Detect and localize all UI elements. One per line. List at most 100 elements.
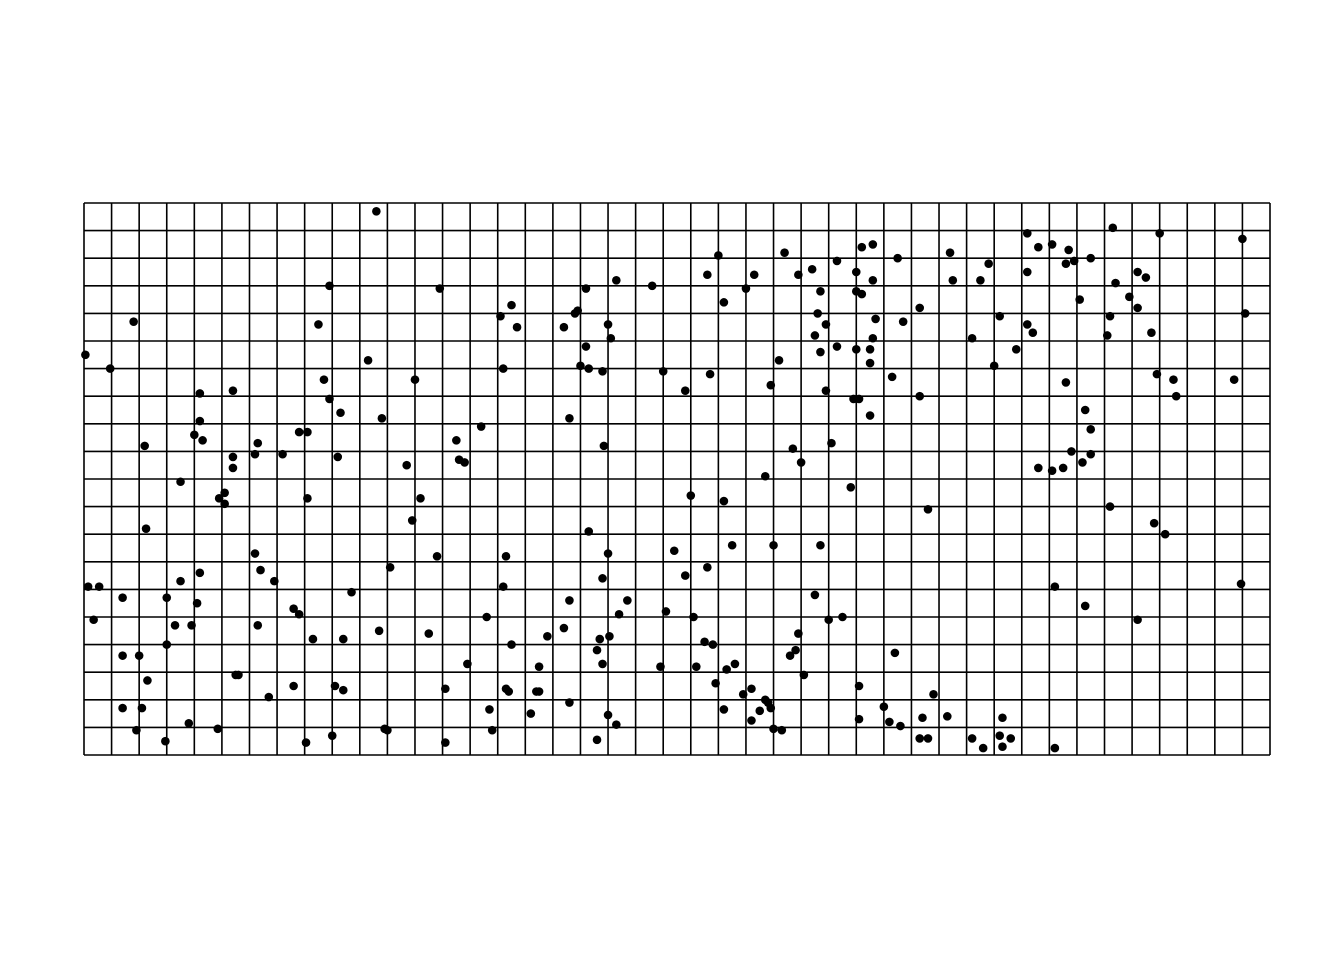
data-point xyxy=(851,267,861,277)
data-point xyxy=(915,303,925,313)
data-point xyxy=(278,449,287,459)
data-point xyxy=(1078,458,1087,467)
data-point xyxy=(1006,734,1016,743)
data-point xyxy=(176,576,185,586)
data-point xyxy=(788,444,798,453)
data-point xyxy=(441,684,450,694)
data-point xyxy=(1022,267,1032,277)
data-point xyxy=(945,248,955,257)
data-point xyxy=(424,629,434,638)
data-point xyxy=(1022,320,1032,329)
data-point xyxy=(838,612,847,622)
data-point xyxy=(766,380,776,390)
data-point xyxy=(816,287,825,296)
data-point xyxy=(228,386,238,395)
data-point xyxy=(1086,253,1096,263)
data-point xyxy=(774,356,784,365)
data-point xyxy=(995,311,1005,321)
data-point xyxy=(948,275,958,285)
data-point xyxy=(747,684,756,694)
data-point xyxy=(1064,245,1073,255)
data-point xyxy=(763,698,773,707)
data-point xyxy=(1133,267,1142,277)
data-point xyxy=(807,264,817,274)
data-point xyxy=(565,413,574,423)
data-point xyxy=(592,645,602,655)
data-point xyxy=(270,576,279,586)
data-point xyxy=(1061,259,1071,269)
data-point xyxy=(871,314,880,324)
data-point xyxy=(498,364,508,373)
data-point xyxy=(1105,502,1115,511)
data-point xyxy=(680,571,690,580)
data-point xyxy=(995,731,1005,740)
data-point xyxy=(118,593,127,602)
data-point xyxy=(898,317,908,326)
data-point xyxy=(565,596,574,605)
data-point xyxy=(824,615,833,625)
data-point xyxy=(915,391,925,401)
data-point xyxy=(338,685,348,695)
data-point xyxy=(796,458,806,467)
data-point xyxy=(1240,309,1250,318)
data-point xyxy=(780,248,789,257)
data-point xyxy=(1238,234,1247,244)
data-point xyxy=(1133,615,1142,625)
data-point xyxy=(703,270,712,280)
data-point xyxy=(498,582,508,591)
data-point xyxy=(865,344,875,354)
data-point xyxy=(1050,582,1060,591)
data-point xyxy=(347,587,356,597)
data-point xyxy=(416,494,425,503)
data-point xyxy=(289,681,298,691)
data-point xyxy=(250,549,260,558)
data-point xyxy=(769,724,778,734)
data-point xyxy=(81,350,90,360)
data-point xyxy=(336,408,345,418)
grid xyxy=(83,202,1271,756)
data-point xyxy=(714,251,723,260)
data-point xyxy=(504,687,514,696)
data-point xyxy=(827,438,836,448)
data-point xyxy=(692,662,701,671)
data-point xyxy=(534,662,544,671)
data-point xyxy=(184,718,194,728)
data-point xyxy=(727,540,737,550)
data-point xyxy=(118,703,127,713)
data-point xyxy=(598,574,607,583)
data-point xyxy=(559,322,569,332)
data-point xyxy=(606,333,616,343)
data-point xyxy=(195,568,205,578)
data-point xyxy=(565,698,574,707)
data-point xyxy=(372,206,381,216)
data-point xyxy=(680,386,690,395)
data-point xyxy=(832,256,842,266)
data-point xyxy=(105,364,115,373)
data-point xyxy=(661,607,671,616)
data-point xyxy=(730,659,740,669)
data-point xyxy=(799,670,809,680)
data-point xyxy=(432,551,442,561)
data-point xyxy=(454,455,464,464)
data-point xyxy=(118,651,127,660)
data-point xyxy=(810,331,820,340)
data-point xyxy=(584,527,594,536)
data-point xyxy=(89,615,98,625)
data-point xyxy=(253,438,263,448)
data-point xyxy=(719,496,729,506)
data-point xyxy=(851,287,861,296)
data-point xyxy=(485,705,494,714)
data-point xyxy=(605,632,614,641)
data-point xyxy=(741,284,751,293)
data-point xyxy=(327,731,337,740)
data-point xyxy=(1108,223,1118,233)
data-point xyxy=(220,499,229,509)
data-point xyxy=(769,540,778,550)
data-point xyxy=(385,563,395,572)
data-point xyxy=(303,494,312,503)
data-point xyxy=(791,645,800,655)
data-point xyxy=(407,516,417,525)
data-point xyxy=(487,725,497,735)
data-point xyxy=(441,738,450,747)
